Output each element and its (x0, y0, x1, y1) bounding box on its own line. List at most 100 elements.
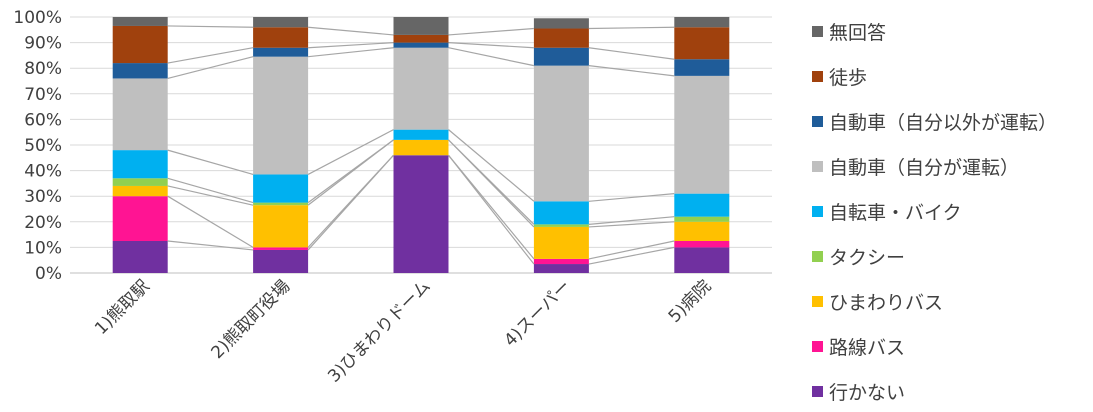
y-tick-label: 100% (13, 8, 62, 28)
bar-segment (112, 63, 168, 79)
legend-label: 自動車（自分以外が運転） (829, 111, 1058, 134)
y-tick-label: 20% (24, 213, 62, 233)
bar-segment (393, 42, 449, 48)
bar-segment (112, 78, 168, 151)
series-line (167, 149, 254, 176)
bar-segment (253, 47, 309, 57)
bar-segment (533, 226, 589, 259)
legend-swatch (812, 115, 823, 127)
bar-segment (253, 17, 309, 28)
series-line (588, 26, 675, 30)
bar-segment (253, 205, 309, 248)
series-lines (167, 25, 675, 265)
bar-segment (533, 47, 589, 66)
series-line (307, 154, 394, 248)
series-line (167, 25, 254, 28)
bar-segment (112, 178, 168, 186)
bar-segment (393, 34, 449, 43)
bar-segment (253, 174, 309, 203)
x-category-label: 5)病院 (665, 276, 716, 327)
series-line (167, 240, 254, 251)
bar-segment (253, 247, 309, 250)
bar-segment (674, 27, 730, 60)
bar-segment (674, 75, 730, 194)
bar-segment (112, 196, 168, 241)
legend-label: 行かない (829, 381, 906, 404)
bars (112, 17, 730, 273)
legend-label: タクシー (829, 246, 906, 269)
y-tick-label: 60% (24, 110, 62, 130)
legend-item: タクシー (812, 241, 905, 271)
legend-item: ひまわりバス (812, 286, 943, 316)
legend-item: 自転車・バイク (812, 196, 962, 226)
series-line (308, 42, 394, 49)
bar-segment (674, 247, 730, 273)
bar-segment (112, 25, 168, 64)
bar-segment (533, 264, 589, 273)
series-line (588, 240, 675, 260)
series-line (588, 193, 675, 202)
legend-item: 行かない (812, 376, 905, 406)
series-line (448, 27, 534, 36)
legend-label: ひまわりバス (829, 291, 944, 314)
legend-swatch (812, 160, 823, 172)
series-line (588, 246, 675, 265)
bar-segment (253, 27, 309, 48)
series-line (448, 47, 535, 67)
x-category-label: 3)ひまわりドーム (324, 276, 434, 386)
legend-swatch (812, 70, 823, 82)
bar-segment (533, 201, 589, 225)
bar-segment (674, 216, 730, 222)
x-category-label: 1)熊取駅 (91, 276, 154, 339)
y-tick-label: 80% (24, 59, 62, 79)
legend-swatch (812, 250, 823, 262)
y-axis-ticks: 0% 10% 20% 30% 40% 50% 60% 70% 80% 90% 100% (13, 8, 62, 284)
bar-segment (674, 17, 730, 28)
series-line (167, 177, 254, 204)
series-line (588, 221, 675, 228)
series-line (307, 129, 394, 175)
legend-label: 自動車（自分が運転） (829, 156, 1020, 179)
bar-segment (253, 202, 309, 206)
series-line (167, 195, 254, 248)
legend-label: 自転車・バイク (829, 201, 962, 224)
series-line (448, 129, 535, 202)
bar-segment (393, 155, 449, 273)
bar-segment (533, 224, 589, 227)
legend-label: 路線バス (829, 336, 906, 359)
series-line (167, 56, 254, 80)
legend-item: 路線バス (812, 331, 905, 361)
bar-segment (253, 249, 309, 273)
y-tick-label: 90% (24, 34, 62, 54)
legend-swatch (812, 205, 823, 217)
series-line (588, 216, 675, 225)
x-axis-categories: 1)熊取駅 2)熊取町役場 3)ひまわりドーム 4)スーパー 5)病院 (91, 276, 715, 386)
bar-segment (393, 17, 449, 35)
y-tick-label: 70% (24, 85, 62, 105)
bar-segment (533, 65, 589, 202)
x-category-label: 4)スーパー (500, 276, 574, 350)
legend: 無回答徒歩自動車（自分以外が運転） 自動車（自分が運転） 自転車・バイク タクシーひま… (812, 0, 1093, 412)
bar-segment (533, 258, 589, 265)
bar-segment (674, 241, 730, 248)
y-tick-label: 40% (24, 162, 62, 182)
bar-segment (112, 150, 168, 179)
series-line (448, 42, 534, 49)
bar-segment (393, 139, 449, 156)
legend-item: 無回答 (812, 16, 886, 46)
legend-label: 徒歩 (829, 66, 868, 89)
legend-swatch (812, 295, 823, 307)
series-line (588, 47, 675, 60)
bar-segment (393, 47, 449, 130)
series-line (167, 47, 254, 64)
series-line (308, 26, 394, 36)
bar-segment (674, 193, 730, 217)
bar-segment (112, 185, 168, 197)
bar-segment (533, 28, 589, 48)
legend-swatch (812, 385, 823, 397)
series-line (308, 47, 394, 58)
bar-segment (253, 56, 309, 175)
y-tick-label: 50% (24, 136, 62, 156)
y-tick-label: 30% (24, 187, 62, 207)
